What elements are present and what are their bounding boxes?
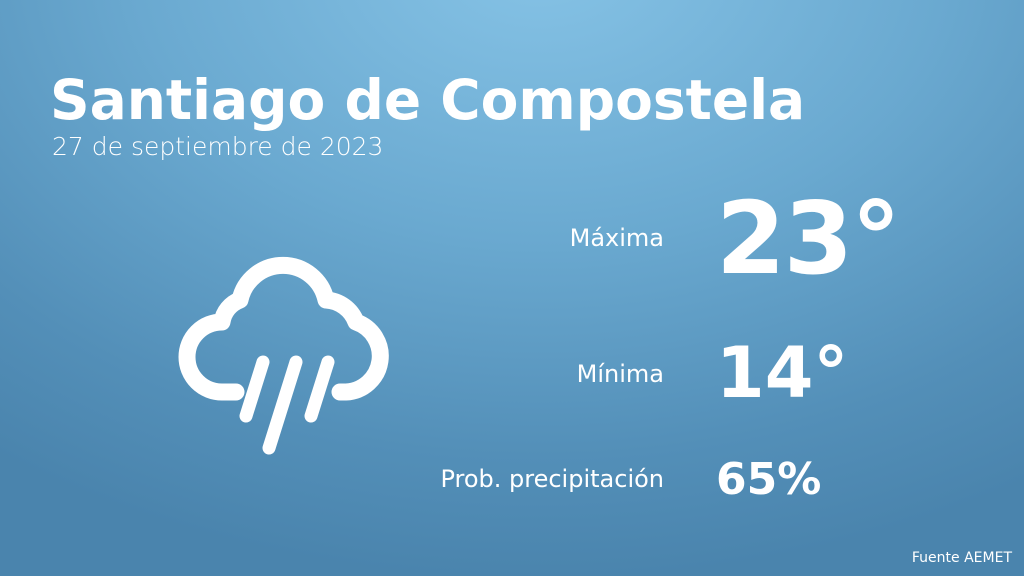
precip-label: Prob. precipitación	[440, 465, 664, 493]
max-value: 23°	[716, 180, 901, 297]
forecast-date: 27 de septiembre de 2023	[52, 132, 384, 161]
precip-value: 65%	[716, 454, 822, 505]
source-credit: Fuente AEMET	[911, 550, 1012, 566]
max-label: Máxima	[569, 224, 664, 252]
city-title: Santiago de Compostela	[50, 68, 806, 132]
min-label: Mínima	[576, 360, 664, 388]
min-value: 14°	[716, 332, 849, 414]
